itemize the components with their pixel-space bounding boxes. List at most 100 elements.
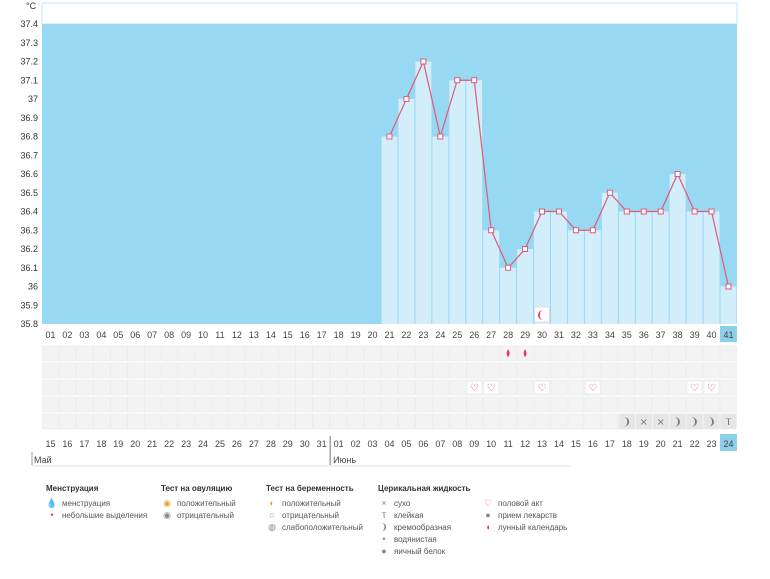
cycle-day-label: 27	[486, 330, 496, 340]
marker-cell	[669, 362, 686, 379]
y-tick-label: 36.4	[20, 207, 38, 217]
marker-cell	[415, 413, 432, 430]
cervical-cell	[618, 414, 635, 429]
marker-cell	[499, 362, 517, 379]
marker-cell	[584, 345, 602, 362]
lunar-calendar-icon	[538, 310, 544, 320]
legend-item: ○ отрицательный	[266, 509, 363, 521]
marker-cell	[211, 362, 229, 379]
date-label: 23	[707, 439, 717, 449]
marker-cell	[364, 362, 381, 379]
pregnancy-positive-icon: ◐	[269, 498, 275, 508]
legend-label: водянистая	[394, 535, 437, 544]
marker-cell	[211, 345, 229, 362]
marker-cell	[177, 345, 195, 362]
marker-cell	[533, 396, 551, 413]
marker-cell	[601, 396, 619, 413]
cervical-fluid-icon: ×	[640, 417, 648, 428]
legend-label: небольшие выделения	[62, 511, 148, 520]
cycle-day-label: 03	[79, 330, 89, 340]
y-tick-label: 35.8	[20, 319, 38, 329]
cycle-day-label: 10	[198, 330, 208, 340]
drop-icon: •	[50, 510, 54, 520]
intercourse-icon: ♡	[588, 383, 597, 394]
marker-cell	[398, 345, 415, 362]
cycle-day-label: 32	[571, 330, 581, 340]
marker-cell	[584, 396, 602, 413]
temp-bar	[551, 211, 567, 324]
legend-item: × сухо	[378, 497, 470, 509]
cycle-day-label: 14	[266, 330, 276, 340]
cycle-day-label: 40	[707, 330, 717, 340]
marker-cell	[228, 396, 246, 413]
marker-cell	[313, 379, 330, 396]
marker-cell	[93, 379, 110, 396]
temp-point	[420, 58, 427, 65]
marker-cell	[584, 362, 602, 379]
marker-cell	[415, 362, 432, 379]
cycle-day-label: 26	[469, 330, 479, 340]
marker-cell	[550, 362, 568, 379]
marker-cell	[296, 345, 313, 362]
temp-point	[606, 189, 613, 196]
intercourse-icon: ♡	[483, 498, 493, 508]
date-label: 12	[520, 439, 530, 449]
cycle-day-label: 04	[96, 330, 106, 340]
marker-cell	[669, 345, 686, 362]
marker-cell	[601, 379, 619, 396]
legend-title: Церикальная жидкость	[378, 484, 471, 493]
marker-cell	[567, 379, 585, 396]
marker-cell	[211, 396, 229, 413]
marker-cell	[635, 396, 652, 413]
marker-cell	[59, 396, 76, 413]
marker-cell	[652, 396, 669, 413]
watery-icon: •	[382, 534, 386, 544]
marker-cell	[482, 362, 500, 379]
date-label: 23	[181, 439, 191, 449]
creamy-icon: ❩	[380, 522, 388, 532]
temp-point	[471, 77, 478, 84]
cycle-day-label: 16	[300, 330, 310, 340]
marker-cell	[449, 345, 466, 362]
marker-cell	[720, 345, 737, 362]
temp-bar	[415, 61, 432, 324]
temp-bar	[720, 286, 737, 324]
date-label: 25	[215, 439, 225, 449]
cervical-cell	[669, 414, 686, 429]
marker-cell	[516, 379, 534, 396]
current-day-highlight	[720, 326, 737, 342]
date-label: 15	[571, 439, 581, 449]
date-label: 18	[96, 439, 106, 449]
cervical-fluid-icon: ❩	[707, 417, 715, 428]
marker-cell	[93, 345, 110, 362]
legend-label: клейкая	[394, 511, 424, 520]
sticky-icon: Ⲧ	[381, 510, 387, 520]
legend-title: Тест на беременность	[266, 484, 354, 493]
marker-cell	[262, 379, 280, 396]
marker-cell	[381, 379, 398, 396]
cycle-day-label: 23	[418, 330, 428, 340]
marker-cell	[499, 413, 517, 430]
marker-cell	[703, 396, 720, 413]
marker-cell	[482, 345, 500, 362]
marker-cell	[59, 362, 76, 379]
marker-cell	[330, 362, 347, 379]
date-label: 10	[486, 439, 496, 449]
date-label: 16	[588, 439, 598, 449]
marker-cell	[262, 345, 280, 362]
legend-item: ◍ слабоположительный	[266, 521, 363, 533]
temp-bar	[534, 211, 550, 324]
marker-cell	[584, 413, 602, 430]
marker-cell	[364, 345, 381, 362]
date-label: 04	[384, 439, 394, 449]
y-tick-label: 36.3	[20, 225, 38, 235]
marker-cell	[93, 362, 110, 379]
marker-cell	[313, 362, 330, 379]
date-label: 30	[300, 439, 310, 449]
date-label: 01	[334, 439, 344, 449]
marker-cell	[381, 396, 398, 413]
cycle-day-label: 01	[45, 330, 55, 340]
marker-cell	[59, 413, 76, 430]
marker-cell	[347, 362, 364, 379]
marker-cell	[703, 345, 720, 362]
